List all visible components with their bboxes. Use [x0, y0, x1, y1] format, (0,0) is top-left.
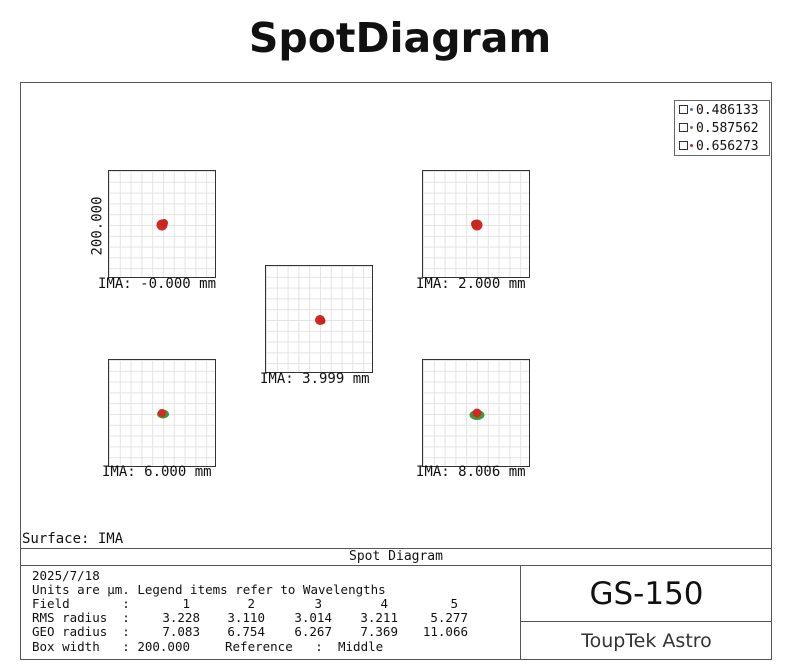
field-number: 1 [182, 596, 190, 611]
field-label-4: IMA: 6.000 mm [102, 464, 212, 480]
geo-value: 6.267 [294, 624, 332, 639]
spot-blob [158, 409, 166, 417]
page-title: SpotDiagram [248, 14, 552, 62]
legend-label: 0.656273 [696, 139, 759, 154]
legend-item: 0.587562 [679, 120, 759, 137]
info-date: 2025/7/18 [32, 568, 100, 583]
legend: 0.486133 0.587562 0.656273 [674, 100, 770, 156]
info-units-note: Units are µm. Legend items refer to Wave… [32, 582, 386, 597]
field-row-label: Field : [32, 596, 130, 611]
rms-value: 3.014 [294, 610, 332, 625]
legend-dot-icon [690, 108, 693, 111]
legend-marker-icon [679, 123, 688, 132]
box-width-label: Box width : [32, 639, 130, 654]
brand-logo: ToupTek Astro [581, 630, 712, 652]
spot-pattern [157, 409, 169, 419]
product-name: GS-150 [521, 566, 772, 622]
rms-value: 3.211 [360, 610, 398, 625]
geo-value: 7.369 [360, 624, 398, 639]
spot-box-field-5 [422, 359, 530, 467]
spot-pattern [471, 219, 483, 231]
legend-item: 0.486133 [679, 102, 759, 119]
geo-row-label: GEO radius : [32, 624, 130, 639]
reference-value: Middle [338, 639, 384, 654]
rms-value: 3.110 [227, 610, 265, 625]
rms-value: 3.228 [162, 610, 200, 625]
info-box: 2025/7/18 Units are µm. Legend items ref… [20, 566, 521, 660]
spot-blob [318, 317, 326, 325]
spot-box-field-2 [422, 170, 530, 278]
panel-title: Spot Diagram [20, 548, 772, 566]
geo-value: 11.066 [422, 624, 468, 639]
legend-label: 0.486133 [696, 103, 759, 118]
legend-item: 0.656273 [679, 138, 759, 155]
field-number: 4 [380, 596, 388, 611]
rms-row-label: RMS radius : [32, 610, 130, 625]
spot-blob [472, 408, 482, 418]
field-number: 5 [450, 596, 458, 611]
spot-pattern [315, 315, 326, 325]
legend-label: 0.587562 [696, 121, 759, 136]
legend-marker-icon [679, 105, 688, 114]
surface-label: Surface: IMA [22, 531, 124, 547]
field-label-5: IMA: 8.006 mm [416, 464, 526, 480]
field-label-3: IMA: 3.999 mm [260, 371, 370, 387]
legend-dot-icon [690, 144, 693, 147]
spot-blob [471, 220, 479, 228]
reference-label: Reference : [225, 639, 323, 654]
field-label-1: IMA: -0.000 mm [98, 276, 217, 292]
spot-pattern [469, 408, 485, 420]
field-number: 2 [247, 596, 255, 611]
legend-marker-icon [679, 141, 688, 150]
box-width-axis-label: 200.000 [89, 196, 106, 256]
spot-box-field-1 [108, 170, 216, 278]
field-label-2: IMA: 2.000 mm [416, 276, 526, 292]
field-number: 3 [314, 596, 322, 611]
box-width-value: 200.000 [137, 639, 190, 654]
spot-blob [160, 219, 168, 227]
rms-value: 5.277 [430, 610, 468, 625]
legend-dot-icon [690, 126, 693, 129]
geo-value: 6.754 [227, 624, 265, 639]
info-panel [20, 548, 772, 660]
geo-value: 7.083 [162, 624, 200, 639]
spot-pattern [156, 219, 168, 231]
spot-box-field-3 [265, 265, 373, 373]
spot-box-field-4 [108, 359, 216, 467]
